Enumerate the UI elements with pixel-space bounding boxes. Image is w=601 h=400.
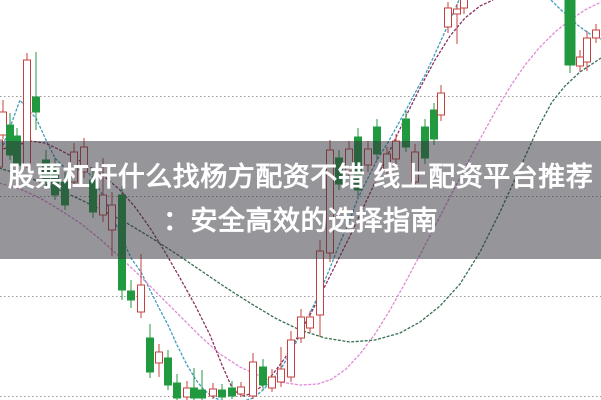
candle-up — [287, 339, 295, 378]
candle-down — [228, 387, 236, 397]
candle-down — [146, 337, 154, 373]
candle-down — [259, 366, 267, 386]
candle-down — [190, 387, 198, 399]
candle-up — [453, 8, 461, 15]
candle-up — [444, 7, 452, 28]
candle-down — [127, 290, 135, 301]
title-line-2: ：安全高效的选择指南 — [163, 206, 438, 236]
candle-up — [297, 316, 305, 339]
candle-up — [0, 111, 7, 136]
candle-down — [198, 389, 206, 399]
candle-up — [316, 250, 324, 316]
candle-down — [32, 96, 40, 113]
candle-up — [437, 92, 445, 116]
candle-up — [249, 361, 257, 397]
candle-up — [576, 56, 584, 67]
candle-up — [155, 351, 163, 364]
candle-up — [583, 37, 591, 63]
candle-up — [306, 316, 314, 329]
candle-up — [183, 387, 191, 398]
candle-down — [173, 382, 181, 399]
title-overlay: 股票杠杆什么找杨方配资不错 线上配资平台推荐 ：安全高效的选择指南 — [0, 141, 601, 259]
candle-down — [218, 389, 226, 398]
candle-up — [268, 376, 276, 389]
candle-down — [430, 109, 438, 140]
candle-up — [277, 368, 285, 383]
candle-up — [137, 284, 145, 313]
candle-up — [237, 386, 245, 395]
candle-up — [460, 0, 468, 9]
candle-down — [564, 0, 576, 66]
candle-up — [592, 29, 600, 39]
title-line-1: 股票杠杆什么找杨方配资不错 线上配资平台推荐 — [7, 162, 594, 193]
candle-down — [164, 357, 172, 386]
ma-slow — [0, 1, 601, 386]
candle-up — [209, 388, 217, 397]
